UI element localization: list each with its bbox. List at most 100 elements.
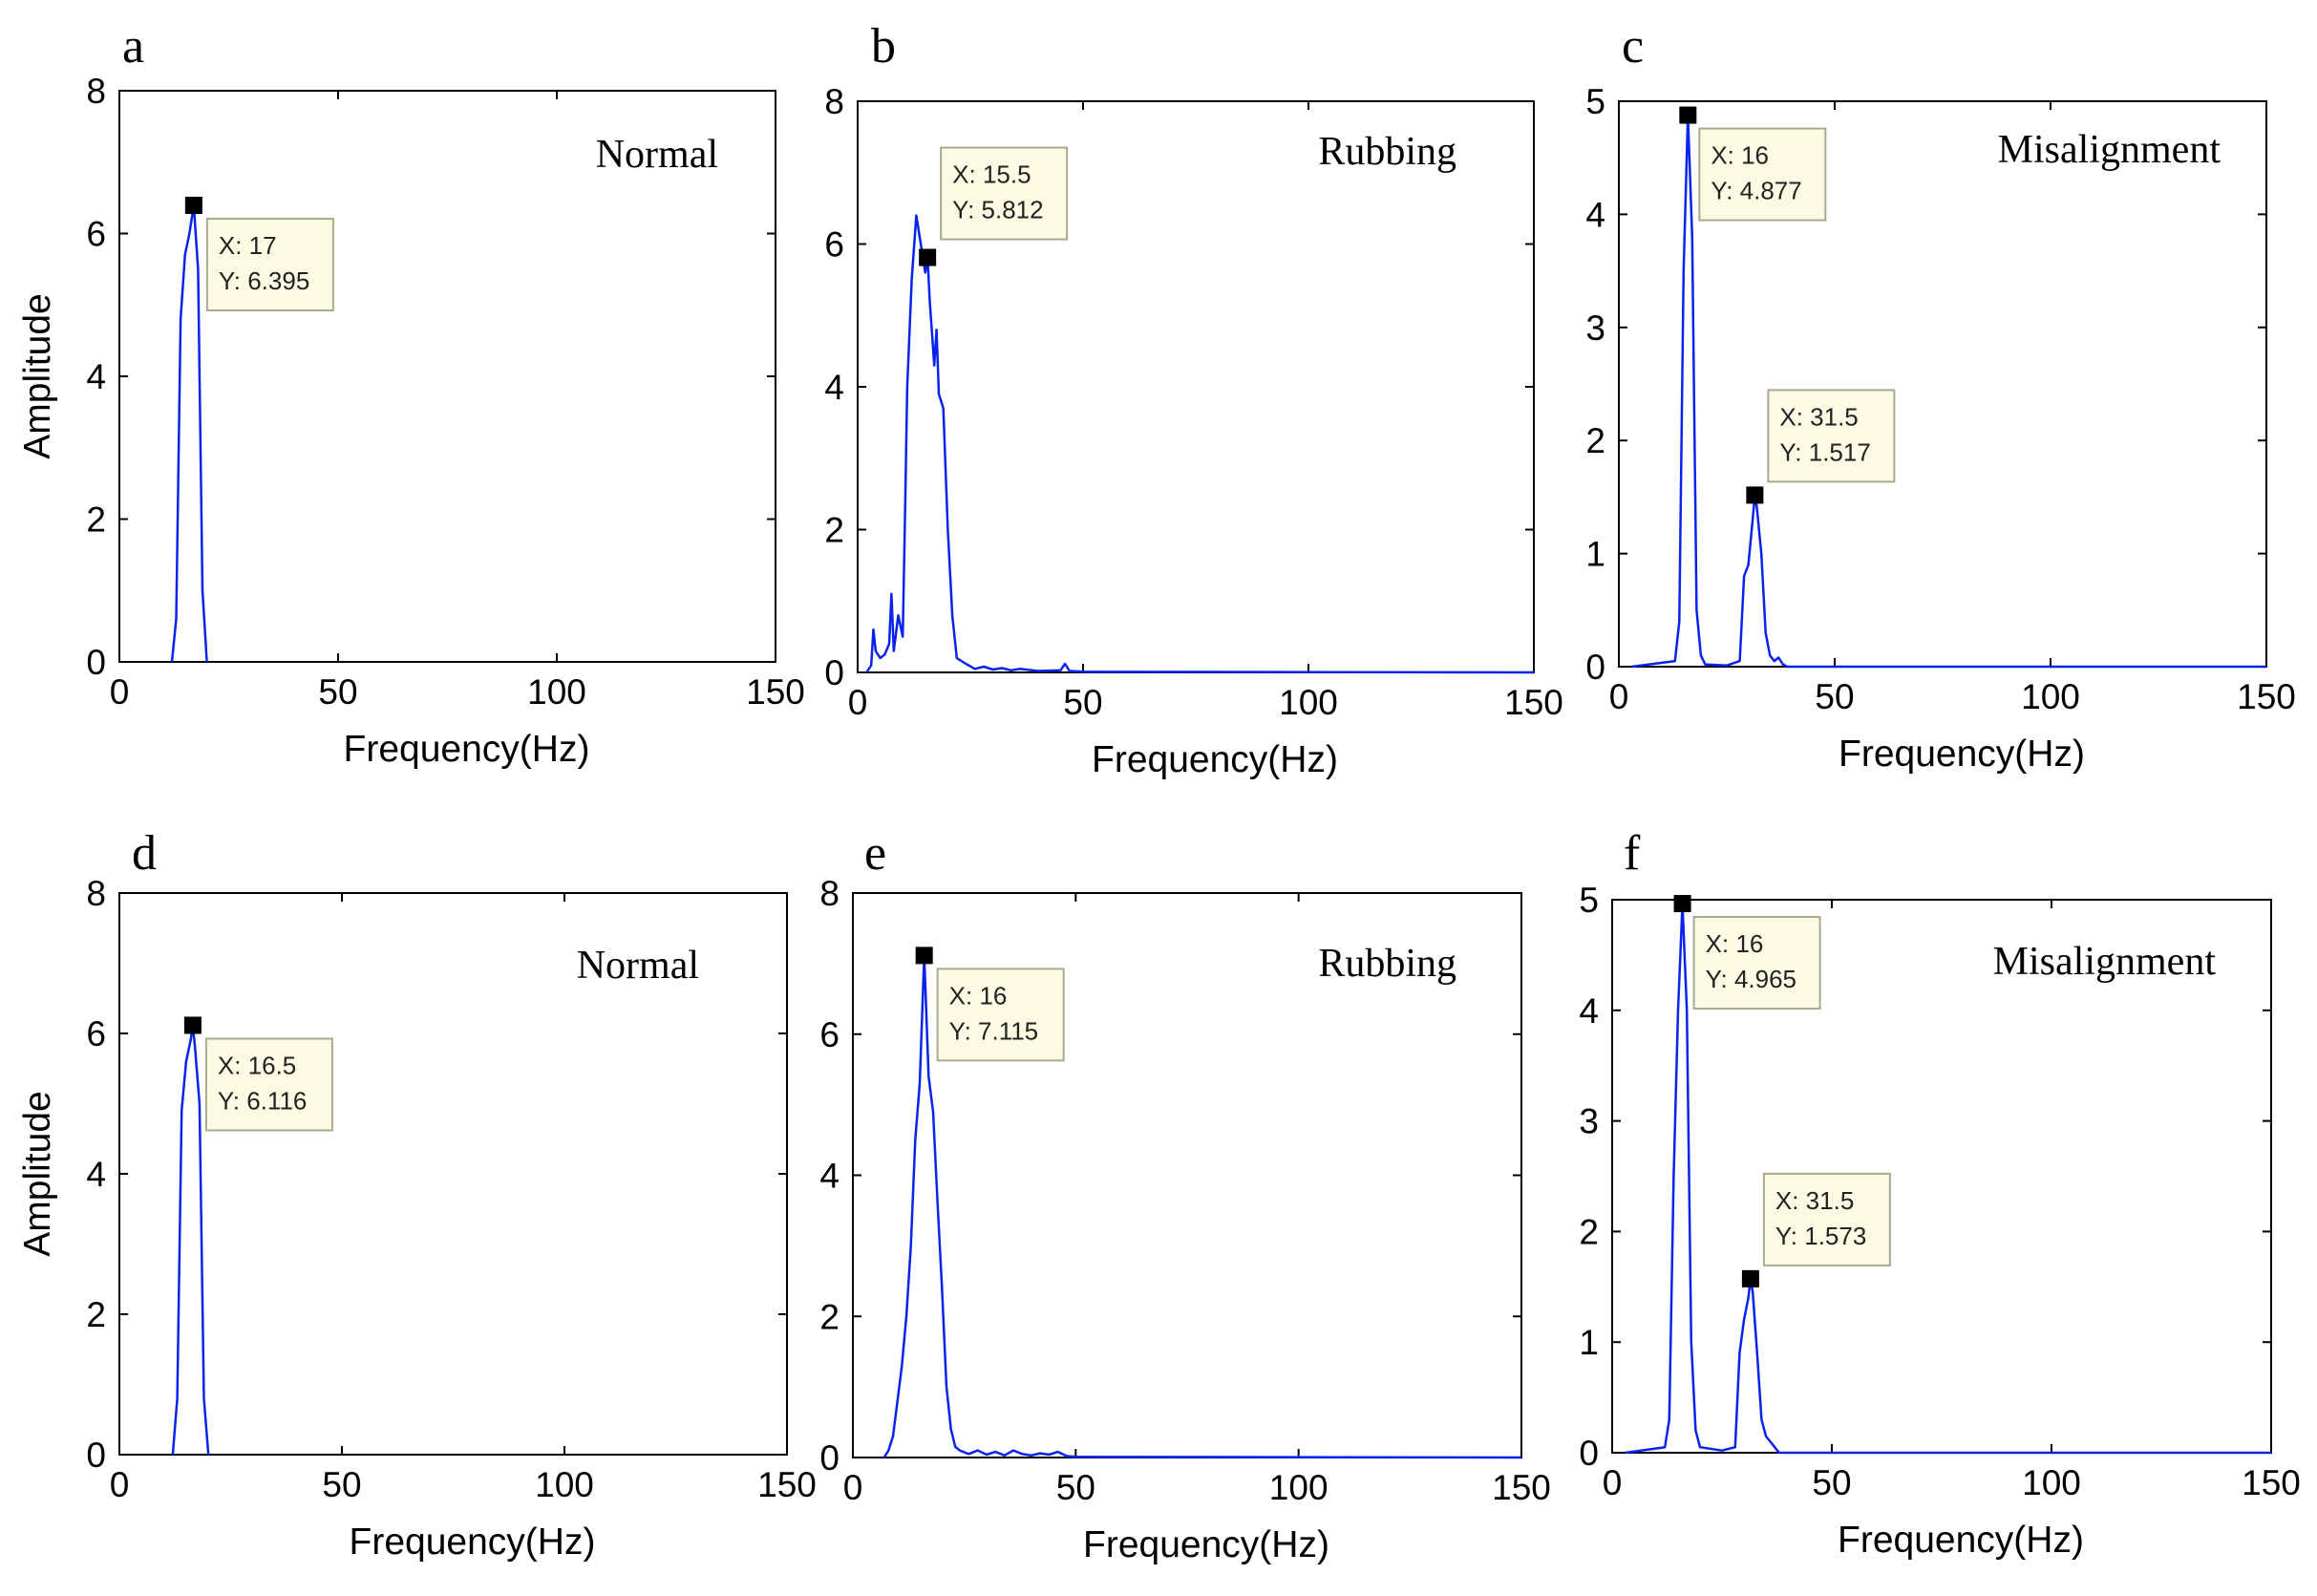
datatip-marker[interactable] — [1746, 486, 1764, 504]
panel-letter: e — [864, 826, 886, 881]
x-axis-label: Frequency(Hz) — [350, 1522, 596, 1563]
y-axis-label: Amplitude — [17, 293, 58, 458]
x-tick-label: 0 — [843, 1468, 863, 1507]
datatip-box — [1762, 1172, 1891, 1266]
y-tick-label: 0 — [1585, 648, 1605, 687]
y-tick-label: 2 — [824, 511, 844, 550]
y-tick-label: 6 — [86, 215, 106, 254]
y-tick-label: 3 — [1579, 1102, 1599, 1141]
x-tick-label: 50 — [1056, 1468, 1095, 1507]
y-tick-label: 0 — [824, 653, 844, 692]
datatip-y: Y: 1.573 — [1775, 1222, 1866, 1250]
datatip-y: Y: 6.395 — [219, 266, 309, 295]
datatip-x: X: 16 — [949, 981, 1008, 1010]
datatip-marker[interactable] — [919, 248, 937, 266]
y-tick-label: 4 — [1579, 991, 1599, 1031]
x-tick-label: 100 — [527, 672, 586, 712]
condition-label: Misalignment — [1998, 128, 2221, 172]
y-tick-label: 0 — [86, 643, 106, 682]
y-tick-label: 4 — [824, 368, 844, 407]
x-tick-label: 100 — [535, 1465, 594, 1504]
y-tick-label: 4 — [1585, 195, 1605, 234]
x-tick-label: 0 — [1609, 677, 1629, 716]
y-tick-label: 6 — [819, 1015, 840, 1054]
datatip-marker[interactable] — [184, 196, 202, 214]
panel-letter: b — [871, 19, 896, 74]
datatip-box — [1767, 389, 1896, 483]
x-tick-label: 100 — [1279, 683, 1338, 722]
x-tick-label: 0 — [110, 672, 130, 712]
x-tick-label: 100 — [1269, 1468, 1329, 1507]
x-tick-label: 100 — [2022, 1463, 2081, 1502]
datatip-y: Y: 4.877 — [1711, 177, 1801, 205]
y-tick-label: 6 — [86, 1014, 106, 1053]
y-tick-label: 3 — [1585, 309, 1605, 348]
x-tick-label: 50 — [1815, 677, 1854, 716]
y-tick-label: 4 — [86, 357, 106, 396]
datatip-y: Y: 6.116 — [218, 1086, 308, 1115]
y-tick-label: 0 — [86, 1436, 106, 1475]
x-axis-label: Frequency(Hz) — [1092, 739, 1338, 780]
panel-d: d Normal 0 50 100 150 0 2 4 6 8 Frequency(Hz) Amplit… — [17, 826, 817, 1563]
datatip-marker[interactable] — [1741, 1269, 1759, 1287]
x-tick-label: 0 — [110, 1465, 130, 1504]
x-tick-label: 150 — [2242, 1463, 2301, 1502]
datatip-marker[interactable] — [183, 1016, 202, 1034]
y-tick-label: 2 — [86, 1295, 106, 1334]
x-tick-label: 150 — [2237, 677, 2296, 716]
spectrum-line — [865, 214, 1535, 674]
spectrum-line — [882, 954, 1522, 1459]
y-tick-label: 4 — [819, 1157, 840, 1196]
x-tick-label: 50 — [322, 1465, 361, 1504]
datatip-x: X: 31.5 — [1779, 402, 1858, 431]
datatip-marker[interactable] — [1679, 106, 1697, 124]
panel-c: c Misalignment 0 50 100 150 0 1 2 3 4 5 Frequency(Hz… — [1585, 19, 2295, 775]
x-tick-label: 0 — [1603, 1463, 1623, 1502]
condition-label: Normal — [577, 944, 699, 988]
panel-a: a Normal 0 50 100 150 0 2 4 6 8 Frequency(Hz) Amplit… — [17, 19, 805, 770]
datatip-box — [936, 968, 1065, 1062]
panel-letter: f — [1624, 826, 1641, 881]
panel-letter: a — [122, 19, 144, 74]
y-tick-label: 1 — [1585, 535, 1605, 574]
x-tick-label: 150 — [1504, 683, 1563, 722]
panel-letter: d — [132, 826, 157, 881]
datatip-x: X: 16 — [1711, 141, 1769, 170]
y-tick-label: 1 — [1579, 1323, 1599, 1362]
x-tick-label: 0 — [848, 683, 868, 722]
condition-label: Rubbing — [1318, 942, 1456, 986]
condition-label: Normal — [596, 133, 718, 177]
y-tick-label: 2 — [819, 1297, 840, 1336]
datatip-box — [205, 217, 334, 311]
y-axis-label: Amplitude — [17, 1091, 58, 1256]
datatip-marker[interactable] — [1673, 895, 1691, 913]
spectrum-line — [1631, 114, 2266, 669]
y-tick-label: 8 — [86, 874, 106, 913]
x-tick-label: 50 — [318, 672, 357, 712]
spectrum-line — [171, 1024, 210, 1456]
y-tick-label: 8 — [824, 82, 844, 121]
x-axis-label: Frequency(Hz) — [1083, 1524, 1329, 1565]
datatip-box — [1692, 916, 1821, 1011]
condition-label: Misalignment — [1993, 940, 2217, 984]
y-tick-label: 6 — [824, 225, 844, 265]
x-tick-label: 100 — [2021, 677, 2080, 716]
x-tick-label: 150 — [757, 1465, 817, 1504]
panel-f: f Misalignment 0 50 100 150 0 1 2 3 4 5 Frequency(Hz… — [1579, 826, 2300, 1561]
datatip-marker[interactable] — [915, 947, 933, 965]
spectrum-line — [1625, 902, 2271, 1455]
x-axis-label: Frequency(Hz) — [344, 729, 590, 770]
y-tick-label: 5 — [1585, 82, 1605, 121]
datatip-x: X: 31.5 — [1775, 1186, 1854, 1215]
y-tick-label: 0 — [1579, 1434, 1599, 1473]
datatip-x: X: 16 — [1706, 929, 1764, 958]
datatip-x: X: 16.5 — [218, 1051, 296, 1079]
y-tick-label: 2 — [1579, 1212, 1599, 1251]
x-axis-label: Frequency(Hz) — [1838, 1520, 2084, 1561]
spectrum-line — [170, 203, 208, 663]
datatip-x: X: 17 — [219, 231, 277, 260]
y-tick-label: 2 — [1585, 421, 1605, 460]
datatip-box — [1698, 127, 1827, 222]
x-tick-label: 50 — [1812, 1463, 1851, 1502]
